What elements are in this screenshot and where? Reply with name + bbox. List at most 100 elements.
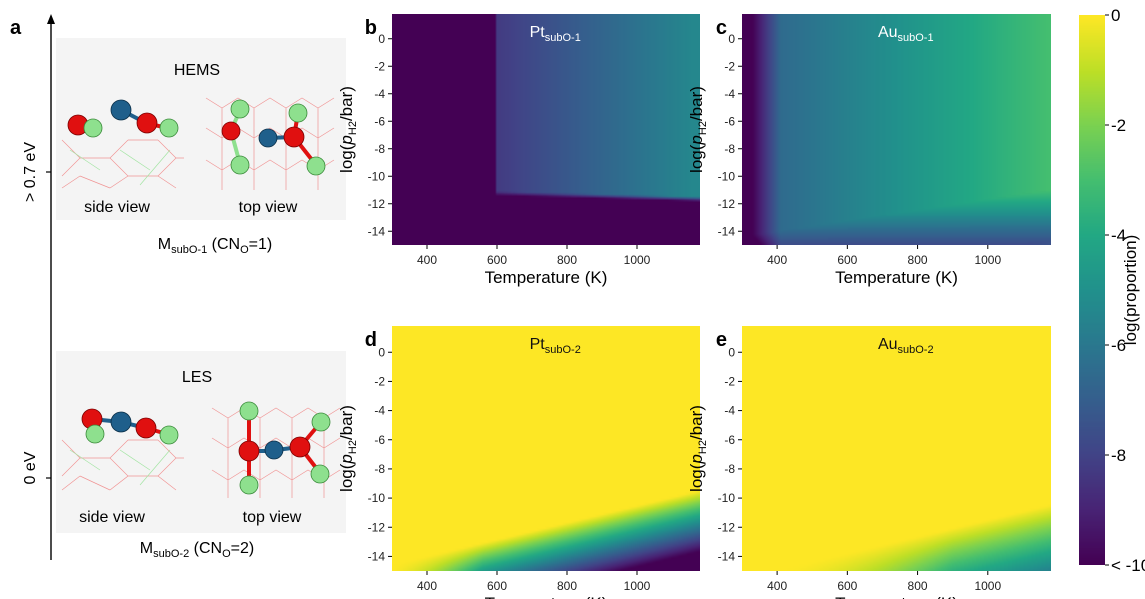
top-view-caption-les: top view (243, 509, 302, 526)
y-axis-label: log(pH2/bar) (337, 405, 359, 492)
colorbar-tick-label: 0 (1111, 6, 1120, 25)
x-tick-label: 800 (557, 253, 577, 267)
x-tick-label: 1000 (624, 253, 651, 267)
y-tick-label: -12 (718, 520, 736, 534)
heatmap-raster (742, 14, 1051, 245)
y-tick-label: -4 (724, 404, 735, 418)
x-axis-label: Temperature (K) (485, 594, 608, 599)
x-tick-label: 800 (908, 253, 928, 267)
y-tick-label: -8 (374, 462, 385, 476)
x-tick-label: 1000 (974, 253, 1001, 267)
y-tick-label: -8 (374, 142, 385, 156)
y-axis-label: log(pH2/bar) (687, 86, 709, 173)
colorbar-tick-label: -8 (1111, 446, 1126, 465)
y-tick-label: -4 (374, 87, 385, 101)
y-tick-label: -2 (724, 374, 735, 388)
panel-label-b: b (365, 17, 377, 39)
x-tick-label: 400 (767, 579, 787, 593)
energy-axis-arrow-icon (47, 14, 55, 24)
side-view-atoms-les (81, 408, 179, 445)
y-tick-label: -10 (718, 169, 736, 183)
y-tick-label: -12 (368, 520, 386, 534)
panel-label-d: d (365, 329, 377, 351)
y-tick-label: 0 (378, 32, 385, 46)
structure-name-subo2: MsubO-2 (CNO=2) (140, 540, 254, 560)
energy-label-high: > 0.7 eV (22, 142, 39, 202)
structure-box-hems: HEMS (56, 38, 346, 220)
top-view-lattice-les (211, 407, 341, 498)
y-tick-label: -10 (368, 491, 386, 505)
x-tick-label: 400 (417, 253, 437, 267)
colorbar-gradient (1079, 15, 1105, 565)
x-tick-label: 1000 (974, 579, 1001, 593)
x-tick-label: 600 (837, 579, 857, 593)
heatmap-panel-c: c AusubO-1 0 -2 -4 -6 -8 -10 -12 -14 400 600 800 1000… (687, 14, 1051, 287)
heatmap-raster (392, 326, 700, 571)
y-axis-label: log(pH2/bar) (687, 405, 709, 492)
x-axis-label: Temperature (K) (835, 268, 958, 287)
x-tick-label: 400 (417, 579, 437, 593)
panel-a: a > 0.7 eV 0 eV HEMS (10, 14, 346, 560)
panel-label-a: a (10, 17, 22, 39)
heatmap-panel-d: d PtsubO-2 0 -2 -4 -6 -8 -10 -12 -14 400 600 800 1000… (337, 326, 700, 599)
y-tick-label: -10 (368, 169, 386, 183)
x-tick-label: 600 (487, 579, 507, 593)
colorbar: 0 -2 -4 -6 -8 < -10 log(proportion) (1079, 6, 1145, 575)
y-tick-label: -2 (724, 59, 735, 73)
x-tick-label: 800 (908, 579, 928, 593)
structure-title-les: LES (182, 369, 212, 386)
x-tick-label: 600 (487, 253, 507, 267)
colorbar-tick-label: -4 (1111, 226, 1126, 245)
panel-title-d: PtsubO-2 (530, 336, 581, 356)
y-tick-label: -8 (724, 462, 735, 476)
y-tick-label: -14 (718, 549, 736, 563)
y-tick-label: -10 (718, 491, 736, 505)
x-tick-label: 400 (767, 253, 787, 267)
side-view-lattice-hems (61, 139, 184, 189)
side-view-atoms-hems (67, 99, 179, 138)
panel-title-c: AusubO-1 (878, 24, 934, 44)
x-tick-label: 800 (557, 579, 577, 593)
heatmap-panel-b: b PtsubO-1 0 -2 -4 -6 -8 -10 -12 -14 400 600 800 1000… (337, 14, 700, 287)
heatmap-panels: b PtsubO-1 0 -2 -4 -6 -8 -10 -12 -14 400 600 800 1000… (337, 14, 1051, 599)
y-tick-label: -12 (368, 197, 386, 211)
x-tick-label: 1000 (624, 579, 651, 593)
side-view-lattice-les (61, 439, 184, 491)
panel-title-b: PtsubO-1 (530, 24, 581, 44)
heatmap-raster (742, 326, 1051, 571)
top-view-atoms-les (238, 401, 331, 495)
panel-label-c: c (716, 17, 727, 39)
side-view-caption-hems: side view (84, 199, 150, 216)
y-tick-label: 0 (728, 345, 735, 359)
top-view-lattice-hems (205, 97, 335, 190)
y-tick-label: -6 (724, 114, 735, 128)
y-tick-label: -14 (368, 549, 386, 563)
y-tick-label: -6 (724, 433, 735, 447)
heatmap-raster (392, 14, 700, 245)
y-tick-label: 0 (378, 345, 385, 359)
panel-label-e: e (716, 329, 727, 351)
y-tick-label: -14 (368, 224, 386, 238)
top-view-caption-hems: top view (239, 199, 298, 216)
y-tick-label: -8 (724, 142, 735, 156)
x-tick-label: 600 (837, 253, 857, 267)
y-tick-label: -12 (718, 197, 736, 211)
colorbar-label: log(proportion) (1121, 235, 1140, 346)
heatmap-panel-e: e AusubO-2 0 -2 -4 -6 -8 -10 -12 -14 400 600 800 1000… (687, 326, 1051, 599)
y-tick-label: -2 (374, 374, 385, 388)
colorbar-tick-label: -2 (1111, 116, 1126, 135)
x-axis-label: Temperature (K) (835, 594, 958, 599)
x-axis-label: Temperature (K) (485, 268, 608, 287)
y-tick-label: -2 (374, 59, 385, 73)
structure-title-hems: HEMS (174, 62, 220, 79)
y-tick-label: -6 (374, 433, 385, 447)
y-tick-label: -4 (374, 404, 385, 418)
panel-title-e: AusubO-2 (878, 336, 934, 356)
energy-label-low: 0 eV (22, 451, 39, 484)
colorbar-tick-label: < -10 (1111, 556, 1145, 575)
top-view-atoms-hems (221, 99, 326, 176)
side-view-caption-les: side view (79, 509, 145, 526)
y-axis-label: log(pH2/bar) (337, 86, 359, 173)
colorbar-tick-label: -6 (1111, 336, 1126, 355)
